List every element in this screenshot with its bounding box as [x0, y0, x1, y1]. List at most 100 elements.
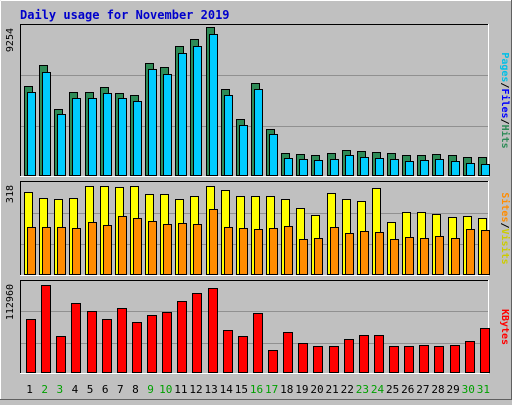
kbytes-bar	[283, 332, 293, 373]
day-label: 27	[416, 383, 429, 396]
kbytes-bar	[480, 328, 490, 373]
visits-sites-legend: Sites/Visits	[499, 192, 511, 264]
day-label: 18	[280, 383, 293, 396]
visits-ymax-label: 318	[5, 185, 16, 203]
kbytes-bar	[41, 285, 51, 373]
hits-files-pages-legend-part: /	[499, 82, 510, 88]
files-bar	[163, 74, 172, 176]
sites-bar	[239, 228, 248, 275]
kbytes-bar	[177, 301, 187, 373]
kbytes-bar	[434, 346, 444, 373]
sites-bar	[284, 226, 293, 275]
files-bar	[88, 98, 97, 176]
day-label: 16	[250, 383, 263, 396]
day-label: 20	[310, 383, 323, 396]
day-label: 3	[57, 383, 64, 396]
kbytes-legend-part: KBytes	[499, 309, 510, 345]
kbytes-bar	[298, 343, 308, 373]
files-bar	[57, 114, 66, 176]
day-label: 12	[189, 383, 202, 396]
sites-bar	[435, 236, 444, 275]
day-label: 23	[356, 383, 369, 396]
day-label: 7	[117, 383, 124, 396]
visits-sites-legend-part: /	[499, 222, 510, 228]
sites-bar	[466, 229, 475, 275]
day-label: 24	[371, 383, 385, 396]
files-bar	[314, 160, 323, 176]
files-bar	[118, 98, 127, 176]
files-bar	[27, 92, 36, 176]
sites-bar	[163, 224, 172, 275]
day-label: 4	[72, 383, 79, 396]
sites-bar	[148, 221, 157, 275]
kbytes-bar	[71, 303, 81, 373]
sites-bar	[345, 233, 354, 275]
kbytes-bar	[87, 311, 97, 373]
kbytes-bar	[26, 319, 36, 373]
chart-title: Daily usage for November 2019	[20, 8, 230, 22]
kbytes-bar	[102, 319, 112, 373]
sites-bar	[375, 232, 384, 275]
sites-bar	[451, 238, 460, 275]
sites-bar	[299, 239, 308, 275]
files-bar	[72, 98, 81, 176]
kbytes-bar	[313, 346, 323, 373]
kbytes-bar	[344, 339, 354, 373]
hits-ymax-label: 9254	[5, 28, 16, 52]
files-bar	[284, 158, 293, 176]
files-bar	[148, 69, 157, 176]
hits-files-pages-legend: Pages/Files/Hits	[499, 52, 511, 148]
day-label: 30	[462, 383, 475, 396]
sites-bar	[209, 209, 218, 275]
day-label: 17	[265, 383, 278, 396]
files-bar	[435, 159, 444, 176]
sites-bar	[103, 225, 112, 275]
day-label: 28	[431, 383, 444, 396]
kbytes-bar	[223, 330, 233, 373]
day-label: 15	[235, 383, 248, 396]
kbytes-bar	[465, 341, 475, 373]
hits-files-pages-legend-part: Files	[499, 88, 511, 118]
files-bar	[42, 72, 51, 176]
files-bar	[375, 158, 384, 176]
kbytes-legend: KBytes	[499, 309, 510, 345]
visits-sites-legend-part: Sites	[499, 192, 511, 222]
sites-bar	[330, 227, 339, 275]
files-bar	[420, 160, 429, 176]
sites-bar	[193, 224, 202, 275]
kbytes-bar	[132, 322, 142, 373]
kbytes-bar	[268, 350, 278, 373]
kbytes-bar	[404, 346, 414, 373]
kbytes-bar	[117, 308, 127, 373]
files-bar	[360, 157, 369, 176]
kbytes-bar	[450, 345, 460, 373]
files-bar	[254, 89, 263, 176]
day-label: 19	[295, 383, 308, 396]
files-bar	[103, 93, 112, 176]
kbytes-bar	[389, 346, 399, 373]
files-bar	[269, 134, 278, 176]
sites-bar	[405, 237, 414, 275]
files-bar	[330, 159, 339, 176]
hits-files-pages-legend-part: Hits	[499, 125, 511, 149]
files-bar	[299, 159, 308, 176]
files-bar	[239, 125, 248, 176]
sites-bar	[224, 227, 233, 275]
sites-bar	[27, 227, 36, 275]
day-label: 21	[326, 383, 339, 396]
kbytes-bar	[359, 335, 369, 373]
kbytes-bar	[56, 336, 66, 373]
kbytes-bar	[162, 312, 172, 373]
sites-bar	[133, 218, 142, 275]
files-bar	[466, 163, 475, 176]
sites-bar	[481, 230, 490, 275]
files-bar	[390, 159, 399, 176]
day-label: 25	[386, 383, 399, 396]
day-label: 11	[174, 383, 187, 396]
sites-bar	[42, 227, 51, 275]
files-bar	[451, 161, 460, 176]
sites-bar	[390, 239, 399, 275]
day-label: 8	[132, 383, 139, 396]
